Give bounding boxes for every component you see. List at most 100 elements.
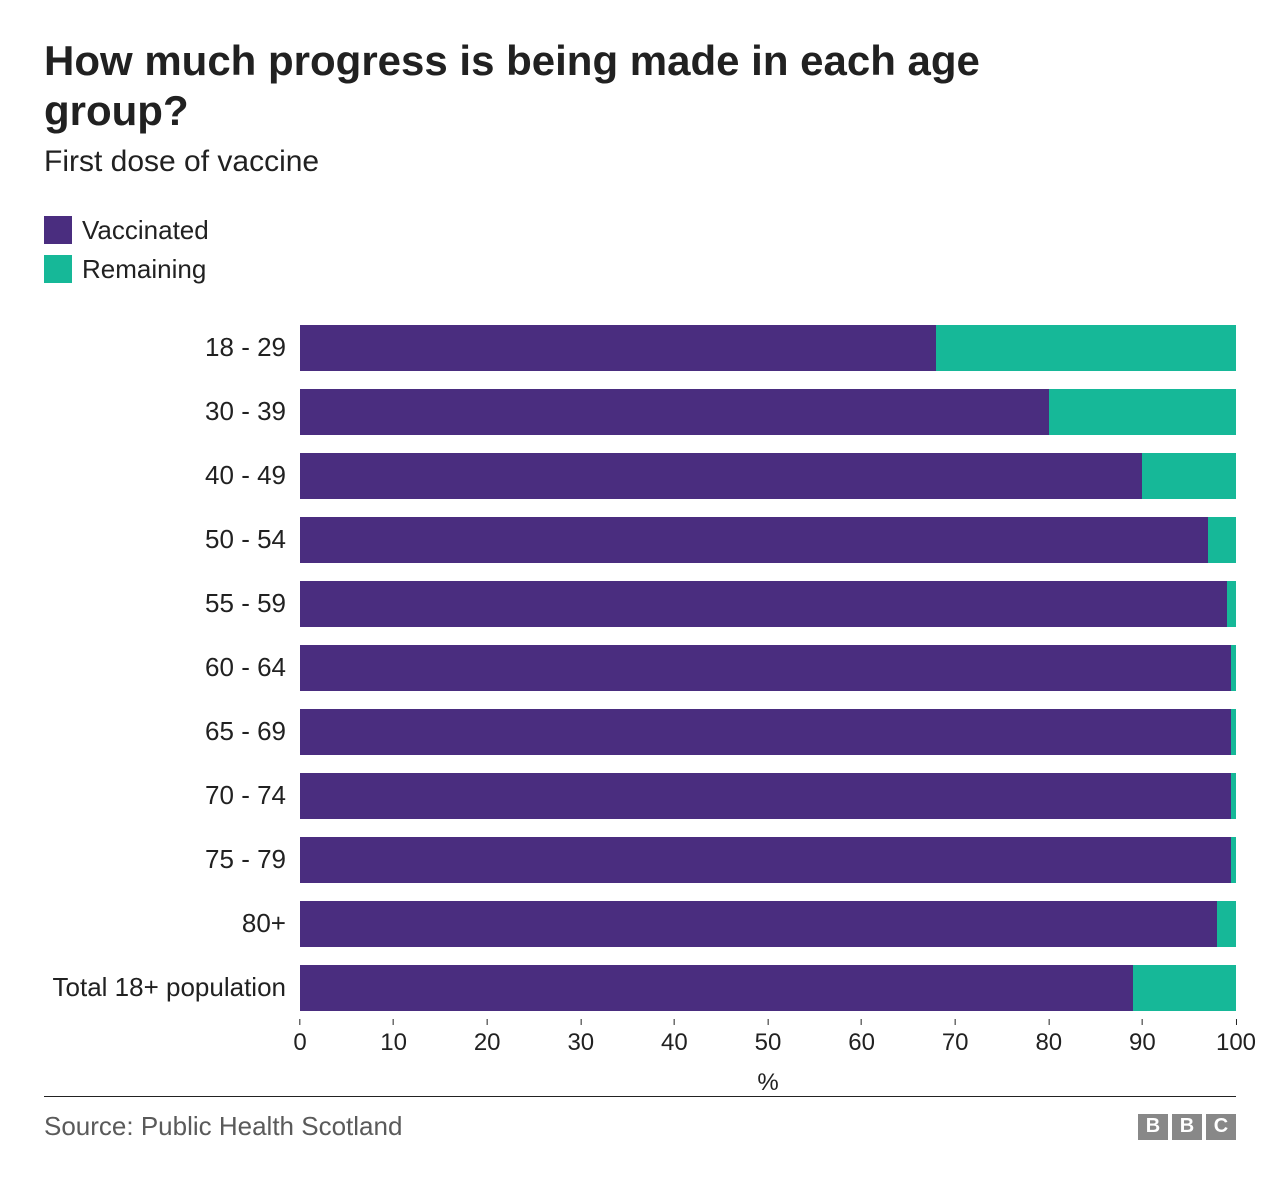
bar-segment-remaining bbox=[1133, 965, 1236, 1011]
legend-item-vaccinated: Vaccinated bbox=[44, 215, 1236, 246]
bar-track bbox=[300, 389, 1236, 435]
bbc-logo: BBC bbox=[1138, 1114, 1236, 1140]
bar-label: 50 - 54 bbox=[44, 524, 300, 555]
bar-segment-vaccinated bbox=[300, 965, 1133, 1011]
bar-track bbox=[300, 965, 1236, 1011]
x-tick: 80 bbox=[1035, 1019, 1062, 1057]
bar-segment-vaccinated bbox=[300, 709, 1231, 755]
x-tick: 10 bbox=[380, 1019, 407, 1057]
bar-label: 60 - 64 bbox=[44, 652, 300, 683]
x-tick-label: 30 bbox=[567, 1029, 594, 1057]
x-axis-title: % bbox=[300, 1069, 1236, 1097]
x-tick: 100 bbox=[1216, 1019, 1256, 1057]
bar-track bbox=[300, 517, 1236, 563]
x-tick: 90 bbox=[1129, 1019, 1156, 1057]
source-text: Source: Public Health Scotland bbox=[44, 1111, 402, 1142]
bar-track bbox=[300, 837, 1236, 883]
x-tick: 40 bbox=[661, 1019, 688, 1057]
bar-row: 18 - 29 bbox=[44, 325, 1236, 371]
bar-track bbox=[300, 709, 1236, 755]
x-tick-label: 90 bbox=[1129, 1029, 1156, 1057]
x-tick-label: 40 bbox=[661, 1029, 688, 1057]
bar-track bbox=[300, 453, 1236, 499]
bar-segment-vaccinated bbox=[300, 645, 1231, 691]
x-tick: 60 bbox=[848, 1019, 875, 1057]
bar-row: 80+ bbox=[44, 901, 1236, 947]
x-tick-label: 20 bbox=[474, 1029, 501, 1057]
bbc-logo-block: B bbox=[1172, 1114, 1202, 1140]
chart-title: How much progress is being made in each … bbox=[44, 36, 1044, 137]
x-axis-title-row: % bbox=[44, 1069, 1236, 1097]
x-tick: 0 bbox=[293, 1019, 306, 1057]
bar-segment-remaining bbox=[1231, 709, 1236, 755]
bar-label: 55 - 59 bbox=[44, 588, 300, 619]
bar-segment-vaccinated bbox=[300, 389, 1049, 435]
bar-segment-remaining bbox=[936, 325, 1236, 371]
footer: Source: Public Health Scotland BBC bbox=[44, 1096, 1236, 1142]
bar-segment-vaccinated bbox=[300, 517, 1208, 563]
legend-label-remaining: Remaining bbox=[82, 254, 206, 285]
bar-label: 30 - 39 bbox=[44, 396, 300, 427]
x-tick: 30 bbox=[567, 1019, 594, 1057]
bar-track bbox=[300, 645, 1236, 691]
x-tick-label: 50 bbox=[755, 1029, 782, 1057]
bar-track bbox=[300, 581, 1236, 627]
bar-segment-remaining bbox=[1049, 389, 1236, 435]
bar-segment-remaining bbox=[1142, 453, 1236, 499]
bar-row: 75 - 79 bbox=[44, 837, 1236, 883]
bar-row: 50 - 54 bbox=[44, 517, 1236, 563]
bar-segment-remaining bbox=[1227, 581, 1236, 627]
bar-segment-remaining bbox=[1217, 901, 1236, 947]
x-axis-ticks: 0102030405060708090100 bbox=[300, 1019, 1236, 1063]
x-tick-label: 70 bbox=[942, 1029, 969, 1057]
bar-segment-vaccinated bbox=[300, 837, 1231, 883]
bar-segment-vaccinated bbox=[300, 901, 1217, 947]
bar-row: 55 - 59 bbox=[44, 581, 1236, 627]
chart-container: How much progress is being made in each … bbox=[0, 0, 1280, 1178]
bbc-logo-block: B bbox=[1138, 1114, 1168, 1140]
bar-track bbox=[300, 325, 1236, 371]
bar-row: 40 - 49 bbox=[44, 453, 1236, 499]
bar-segment-remaining bbox=[1208, 517, 1236, 563]
bar-segment-vaccinated bbox=[300, 773, 1231, 819]
bar-segment-remaining bbox=[1231, 645, 1236, 691]
bar-row: 60 - 64 bbox=[44, 645, 1236, 691]
x-tick-label: 60 bbox=[848, 1029, 875, 1057]
x-tick: 70 bbox=[942, 1019, 969, 1057]
x-tick: 50 bbox=[755, 1019, 782, 1057]
legend-item-remaining: Remaining bbox=[44, 254, 1236, 285]
chart-subtitle: First dose of vaccine bbox=[44, 145, 1236, 179]
legend-swatch-remaining bbox=[44, 255, 72, 283]
legend-label-vaccinated: Vaccinated bbox=[82, 215, 209, 246]
bar-row: 30 - 39 bbox=[44, 389, 1236, 435]
bar-track bbox=[300, 773, 1236, 819]
bar-row: 70 - 74 bbox=[44, 773, 1236, 819]
bar-segment-vaccinated bbox=[300, 453, 1142, 499]
bar-label: 40 - 49 bbox=[44, 460, 300, 491]
chart-area: 18 - 29 30 - 39 40 - 49 50 - 54 55 - 59 60 - … bbox=[44, 325, 1236, 1097]
bar-label: Total 18+ population bbox=[44, 972, 300, 1003]
legend: Vaccinated Remaining bbox=[44, 215, 1236, 285]
bar-label: 18 - 29 bbox=[44, 332, 300, 363]
bbc-logo-block: C bbox=[1206, 1114, 1236, 1140]
bar-segment-remaining bbox=[1231, 837, 1236, 883]
bar-label: 65 - 69 bbox=[44, 716, 300, 747]
bars: 18 - 29 30 - 39 40 - 49 50 - 54 55 - 59 60 - … bbox=[44, 325, 1236, 1011]
x-tick-label: 10 bbox=[380, 1029, 407, 1057]
bar-segment-vaccinated bbox=[300, 581, 1227, 627]
bar-segment-vaccinated bbox=[300, 325, 936, 371]
legend-swatch-vaccinated bbox=[44, 216, 72, 244]
bar-track bbox=[300, 901, 1236, 947]
bar-label: 70 - 74 bbox=[44, 780, 300, 811]
x-tick-label: 0 bbox=[293, 1029, 306, 1057]
x-tick-label: 100 bbox=[1216, 1029, 1256, 1057]
bar-row: Total 18+ population bbox=[44, 965, 1236, 1011]
bar-row: 65 - 69 bbox=[44, 709, 1236, 755]
x-tick: 20 bbox=[474, 1019, 501, 1057]
footer-rule bbox=[44, 1096, 1236, 1097]
bar-label: 80+ bbox=[44, 908, 300, 939]
x-axis: 0102030405060708090100 bbox=[44, 1019, 1236, 1063]
bar-label: 75 - 79 bbox=[44, 844, 300, 875]
bar-segment-remaining bbox=[1231, 773, 1236, 819]
x-tick-label: 80 bbox=[1035, 1029, 1062, 1057]
